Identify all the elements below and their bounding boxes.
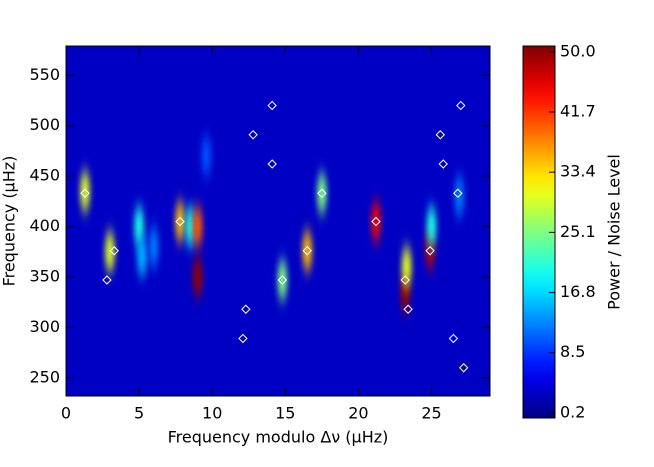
x-tick-label: 25: [421, 404, 441, 423]
heatmap-peak: [401, 246, 412, 287]
heatmap-background: [66, 46, 490, 396]
heatmap-peak: [370, 201, 381, 242]
heatmap-peak: [137, 236, 148, 277]
mode-marker: [403, 304, 413, 314]
mode-marker: [248, 130, 258, 140]
colorbar-tick-label: 0.2: [560, 402, 585, 421]
x-axis-label: Frequency modulo Δν (μHz): [168, 428, 389, 447]
x-tick-label: 20: [348, 404, 368, 423]
y-tick-label: 450: [29, 166, 60, 185]
heatmap-peak: [185, 206, 196, 247]
heatmap-peak: [192, 206, 203, 247]
y-tick-label: 400: [29, 216, 60, 235]
x-tick-label: 0: [61, 404, 71, 423]
mode-marker: [371, 216, 381, 227]
colorbar-tick-label: 50.0: [560, 41, 596, 60]
mode-marker: [425, 246, 435, 256]
x-tick-label: 5: [134, 404, 144, 423]
heatmap-peak: [104, 231, 115, 272]
mode-marker: [277, 275, 288, 285]
y-tick-label: 350: [29, 266, 60, 285]
plot-frame: [65, 45, 491, 397]
colorbar-tick-label: 33.4: [560, 162, 596, 181]
mode-marker: [302, 246, 312, 256]
heatmap-peak: [201, 135, 212, 176]
mode-marker: [175, 216, 185, 227]
heatmap-peak: [134, 206, 145, 247]
mode-marker: [458, 363, 469, 373]
heatmap-peak: [277, 260, 288, 301]
mode-marker: [317, 188, 327, 198]
mode-marker: [448, 333, 459, 344]
mode-marker: [400, 275, 410, 285]
colorbar-tick-label: 41.7: [560, 101, 596, 120]
mode-marker: [109, 246, 119, 256]
mode-marker: [102, 275, 112, 285]
colorbar-label: Power / Noise Level: [605, 154, 624, 310]
y-tick-label: 300: [29, 317, 60, 336]
heatmap-peak: [316, 173, 327, 214]
mode-marker: [80, 188, 90, 198]
heatmap-peak: [192, 256, 203, 297]
colorbar-tick-label: 25.1: [560, 222, 596, 241]
mode-marker: [238, 333, 248, 344]
colorbar-tick-label: 8.5: [560, 342, 585, 361]
y-tick-label: 550: [29, 65, 60, 84]
y-tick-label: 500: [29, 115, 60, 134]
heatmap-peak: [426, 206, 437, 247]
mode-marker: [453, 188, 463, 198]
heatmap-peak: [80, 171, 91, 212]
heatmap-peak: [302, 230, 313, 271]
mode-marker: [435, 130, 445, 140]
mode-marker: [267, 159, 277, 169]
mode-marker: [267, 100, 277, 111]
mode-marker: [438, 159, 448, 169]
mode-marker: [241, 304, 251, 314]
x-tick-label: 15: [275, 404, 295, 423]
heatmap-peak: [148, 226, 159, 267]
y-tick-label: 250: [29, 367, 60, 386]
heatmap-peak: [175, 201, 186, 242]
colorbar-tick-label: 16.8: [560, 282, 596, 301]
y-axis-label: Frequency (μHz): [0, 156, 19, 287]
mode-marker: [456, 100, 466, 111]
heatmap-area: [66, 46, 490, 396]
x-tick-label: 10: [202, 404, 222, 423]
